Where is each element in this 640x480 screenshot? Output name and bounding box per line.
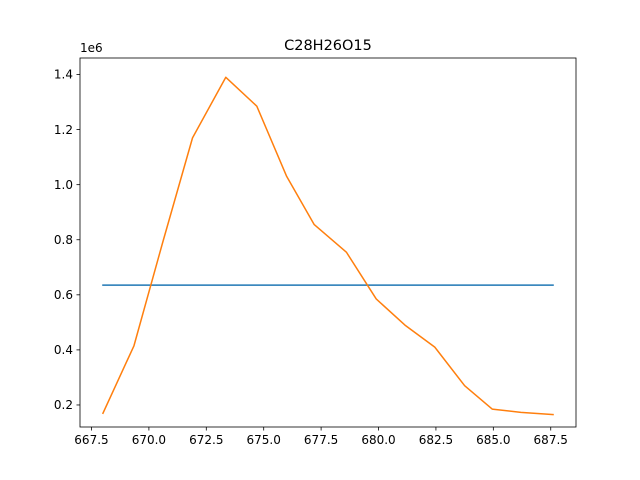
x-tick-label: 677.5 [304,433,338,447]
x-tick-label: 687.5 [534,433,568,447]
y-tick-label: 0.8 [54,233,73,247]
y-tick-label: 1.0 [54,178,73,192]
axes-frame [79,57,577,428]
y-tick-label: 0.2 [54,398,73,412]
y-axis-offset-label: 1e6 [80,41,103,55]
x-tick-label: 682.5 [419,433,453,447]
y-tick-label: 1.2 [54,123,73,137]
plot-area: 667.5 670.0 672.5 675.0 677.5 680.0 682.5 685.0… [54,57,577,447]
x-tick-label: 685.0 [476,433,510,447]
x-tick-label: 675.0 [247,433,281,447]
chart-title: C28H26O15 [284,38,372,54]
x-tick-label: 672.5 [189,433,223,447]
y-tick-label: 1.4 [54,68,73,82]
x-tick-label: 667.5 [74,433,108,447]
series-line-1 [101,76,554,416]
y-tick-label: 0.6 [54,288,73,302]
y-tick-label: 0.4 [54,343,73,357]
x-tick-label: 680.0 [361,433,395,447]
x-tick-label: 670.0 [132,433,166,447]
